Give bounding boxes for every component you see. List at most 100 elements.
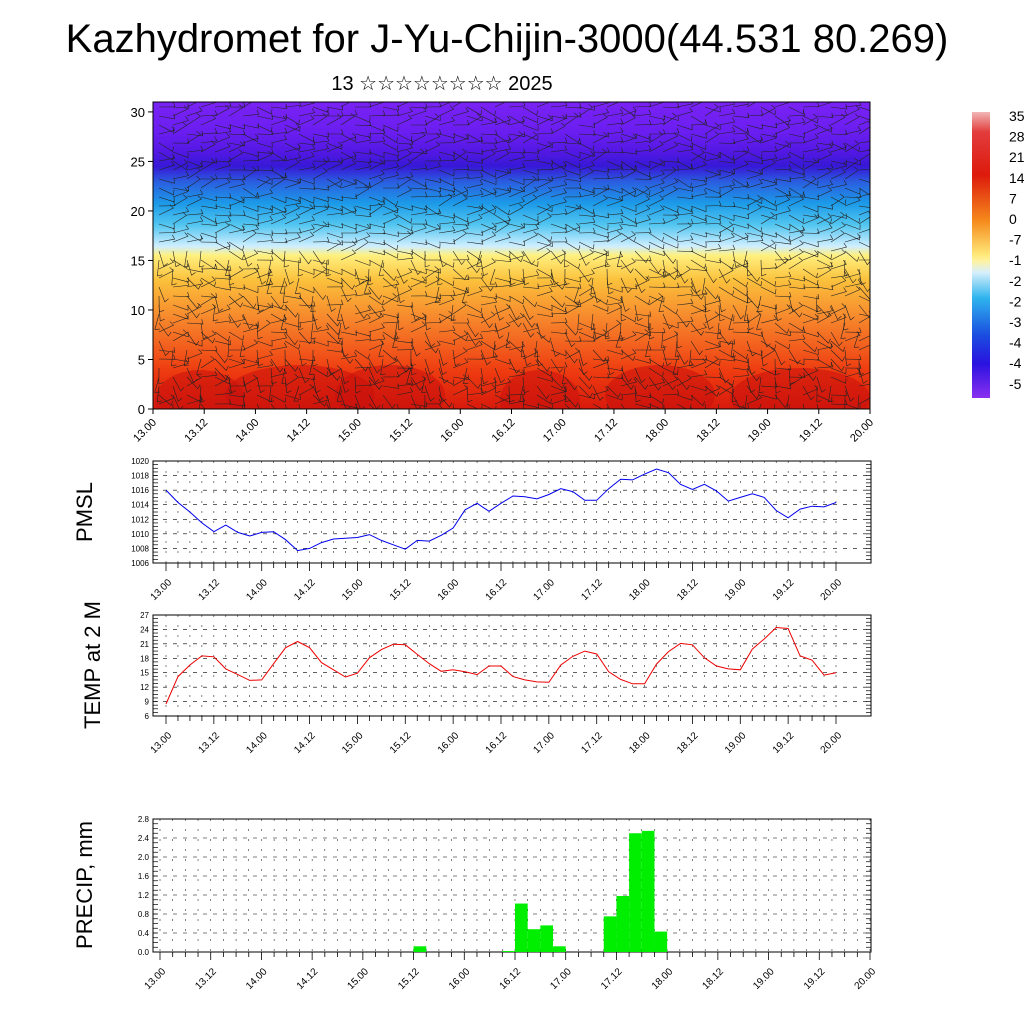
wind-barb [648,282,666,288]
wind-barb [466,388,484,396]
wind-barb [620,376,635,390]
wind-barb [830,211,845,225]
wind-barb [830,349,845,362]
wind-barb [396,344,414,351]
wind-barb [354,185,370,198]
wind-barb [802,283,820,289]
wind-barb [326,299,344,306]
wind-barb [242,267,259,279]
wind-barb [676,178,692,189]
wind-barb [186,130,204,137]
wind-barb [815,295,822,313]
wind-barb [284,322,301,328]
wind-barb [648,313,654,331]
wind-barb [788,106,805,115]
wind-barb [648,232,664,243]
wind-barb [256,394,273,403]
wind-barb [452,254,470,261]
wind-barb [774,394,789,408]
wind-barb [844,394,846,409]
wind-barb [382,124,399,132]
wind-barb [704,200,722,207]
wind-barb [830,161,847,171]
wind-barb [816,213,832,225]
wind-barb [438,250,447,268]
wind-barb [760,394,777,400]
wind-barb [452,134,469,144]
wind-barb [298,184,316,190]
wind-barb [438,295,455,306]
wind-barb [186,112,202,126]
wind-barb [746,158,764,164]
wind-barb [550,160,566,170]
wind-barb [172,122,188,135]
wind-barb [564,322,579,336]
wind-barb [438,193,453,207]
x-tick-label: 18.00 [627,730,653,756]
wind-barb [508,385,515,403]
wind-barb [816,124,833,135]
plot-frame [152,460,872,564]
wind-barb [732,149,748,162]
wind-barb [200,175,215,189]
wind-barb [298,301,316,307]
wind-barb [536,102,551,108]
wind-barb [634,145,652,153]
wind-barb [522,219,540,226]
wind-barb [326,205,343,212]
wind-barb [186,319,204,325]
wind-barb [620,232,636,243]
wind-barb [452,214,469,223]
wind-barb [355,102,372,108]
wind-barb [592,260,609,270]
wind-barb [606,160,623,168]
wind-barb [172,151,189,159]
wind-barb [620,313,637,323]
wind-barb [606,208,624,216]
y-tick-label: 1008 [131,544,149,553]
wind-barb [186,304,200,319]
wind-barb [438,313,455,321]
wind-barb [186,208,204,216]
wind-barb [438,238,456,245]
wind-barb [550,277,565,290]
wind-barb [620,403,626,409]
wind-barb [200,232,217,239]
wind-barb [592,331,609,338]
wind-barb [200,214,217,223]
wind-barb [718,266,734,279]
wind-barb [158,267,174,279]
wind-barb [270,115,287,126]
wind-barb [746,259,753,277]
wind-barb [158,258,175,270]
x-tick-label: 13.12 [193,966,219,992]
wind-barb [634,160,651,168]
wind-barb [312,110,330,117]
series-line [165,468,837,552]
wind-barb [844,113,860,126]
wind-barb [676,222,692,234]
wind-barb [578,205,595,215]
wind-barb [354,223,371,229]
wind-barb [648,159,664,171]
wind-barb [199,385,205,403]
wind-barb [816,342,834,351]
wind-barb [522,295,538,308]
wind-barb [718,221,734,234]
wind-barb [746,151,763,160]
wind-barb [200,128,218,135]
wind-barb [802,133,819,144]
wind-barb [392,331,398,348]
wind-barb [284,124,301,132]
wind-barb [256,235,274,243]
wind-barb [802,340,818,353]
wind-barb [690,119,708,126]
wind-barb [508,240,525,246]
wind-barb [648,292,663,306]
wind-barb [354,362,372,369]
wind-barb [466,106,483,116]
wind-barb [480,138,498,144]
wind-barb [676,360,694,369]
heatmap-x-tick-label: 20.00 [848,417,876,445]
wind-barb [452,287,470,297]
